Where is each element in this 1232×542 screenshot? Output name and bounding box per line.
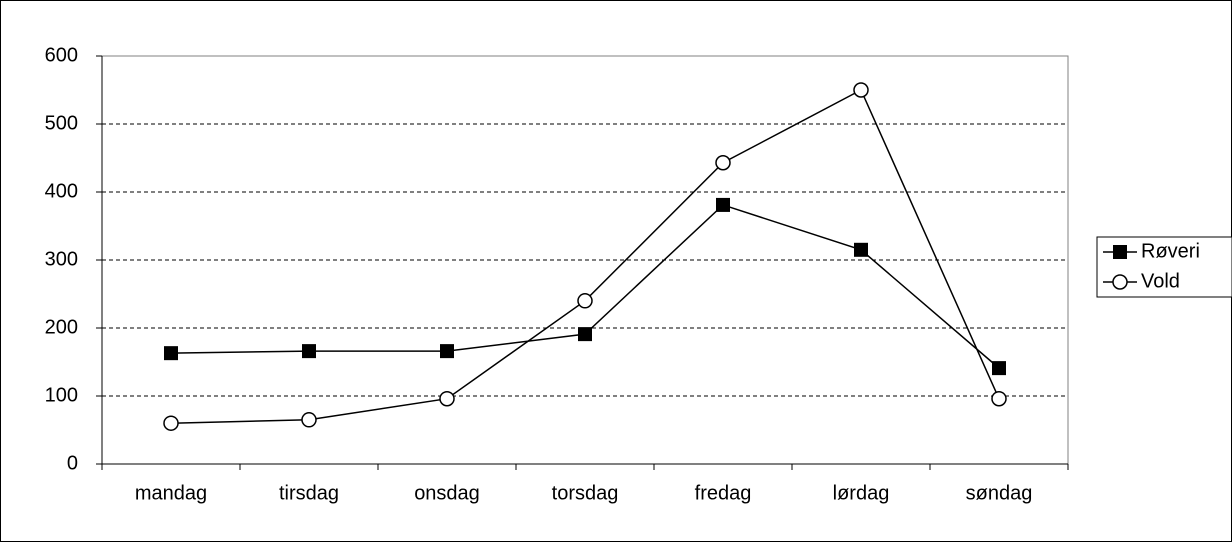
marker	[1113, 245, 1127, 259]
marker	[578, 327, 592, 342]
marker	[439, 390, 455, 407]
x-tick-label: torsdag	[552, 482, 619, 504]
legend-label: Vold	[1141, 270, 1180, 292]
marker	[854, 242, 868, 257]
marker	[577, 293, 593, 309]
y-tick-label: 100	[45, 384, 78, 406]
marker	[716, 197, 730, 212]
x-tick-label: mandag	[135, 482, 207, 504]
marker	[991, 390, 1007, 407]
x-tick-label: tirsdag	[279, 482, 339, 504]
y-tick-label: 600	[45, 44, 78, 66]
legend: Røveri Vold	[1096, 236, 1232, 298]
marker	[301, 412, 317, 428]
y-tick-label: 400	[45, 180, 78, 202]
marker	[302, 344, 316, 359]
marker	[163, 415, 179, 431]
y-tick-label: 200	[45, 316, 78, 338]
y-tick-label: 0	[67, 452, 78, 474]
y-tick-label: 300	[45, 248, 78, 270]
x-tick-label: lørdag	[833, 482, 890, 504]
x-tick-label: fredag	[695, 482, 752, 504]
y-tick-label: 500	[45, 112, 78, 134]
x-tick-label: onsdag	[414, 482, 480, 504]
marker	[992, 361, 1006, 376]
marker	[164, 346, 178, 361]
marker	[853, 82, 869, 98]
x-tick-label: søndag	[966, 482, 1033, 504]
legend-label: Røveri	[1141, 240, 1200, 262]
marker	[1112, 274, 1128, 290]
marker	[715, 155, 731, 171]
marker	[440, 344, 454, 359]
